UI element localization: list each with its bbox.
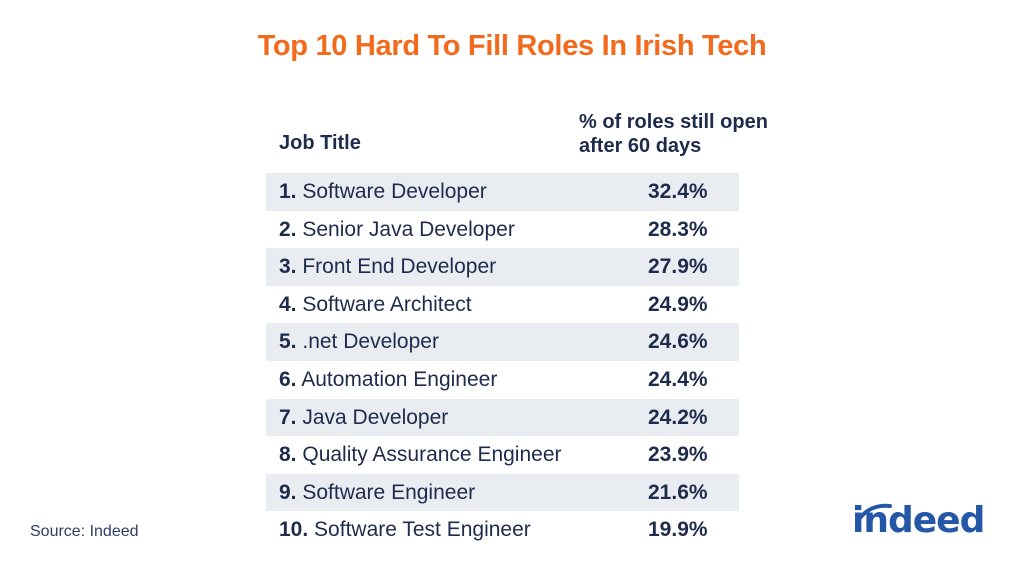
- row-title-text: Software Developer: [302, 180, 487, 203]
- row-percent-value: 27.9%: [648, 255, 708, 279]
- table-row: 1. Software Developer 32.4%: [266, 173, 739, 211]
- row-job-title: 8. Quality Assurance Engineer: [279, 443, 562, 467]
- logo-arc-icon: [858, 503, 892, 520]
- row-percent-value: 32.4%: [648, 180, 708, 203]
- column-header-job-title: Job Title: [279, 132, 361, 154]
- table-row: 9. Software Engineer 21.6%: [266, 473, 739, 512]
- table-row: 6. Automation Engineer 24.4%: [266, 361, 739, 399]
- row-job-title: 4. Software Architect: [279, 293, 472, 317]
- row-job-title: 5. .net Developer: [279, 330, 439, 354]
- row-rank-number: 6.: [279, 367, 297, 391]
- table-row: 10. Software Test Engineer 19.9%: [266, 511, 739, 549]
- table-row: 2. Senior Java Developer 28.3%: [266, 211, 739, 249]
- table-row: 5. .net Developer 24.6%: [266, 323, 739, 361]
- row-rank-number: 9.: [279, 480, 297, 504]
- row-percent-value: 24.2%: [648, 405, 708, 429]
- row-title-text: Software Engineer: [302, 480, 476, 504]
- row-title-text: Software Architect: [302, 292, 472, 316]
- row-job-title: 2. Senior Java Developer: [279, 218, 515, 242]
- row-percent-value: 21.6%: [648, 480, 708, 504]
- row-job-title: 3. Front End Developer: [279, 255, 496, 279]
- table-row: 3. Front End Developer 27.9%: [266, 248, 739, 286]
- row-rank-number: 5.: [279, 330, 297, 354]
- row-percent-value: 24.6%: [648, 330, 708, 354]
- row-title-text: Senior Java Developer: [302, 217, 515, 241]
- row-percent-value: 19.9%: [648, 518, 708, 542]
- table-row: 8. Quality Assurance Engineer 23.9%: [266, 436, 739, 474]
- row-percent-value: 24.4%: [648, 367, 708, 391]
- row-rank-number: 8.: [279, 443, 297, 467]
- column-header-percent-line2: after 60 days: [579, 135, 702, 157]
- row-job-title: 1. Software Developer: [279, 180, 487, 204]
- indeed-logo: indeed: [852, 500, 992, 548]
- table-row: 4. Software Architect 24.9%: [266, 286, 739, 324]
- row-job-title: 10. Software Test Engineer: [279, 518, 531, 542]
- column-header-percent-line1: % of roles still open: [579, 111, 768, 133]
- row-title-text: Quality Assurance Engineer: [302, 443, 562, 467]
- chart-title: Top 10 Hard To Fill Roles In Irish Tech: [257, 30, 767, 62]
- row-rank-number: 4.: [279, 292, 297, 316]
- row-rank-number: 1.: [279, 180, 297, 203]
- row-percent-value: 23.9%: [648, 443, 708, 467]
- row-job-title: 6. Automation Engineer: [279, 368, 497, 392]
- row-rank-number: 10.: [279, 518, 309, 542]
- row-job-title: 9. Software Engineer: [279, 481, 475, 505]
- logo-text: indeed: [852, 500, 985, 541]
- row-percent-value: 28.3%: [648, 217, 708, 241]
- row-percent-value: 24.9%: [648, 292, 708, 316]
- table-row: 7. Java Developer 24.2%: [266, 398, 739, 437]
- row-title-text: Java Developer: [302, 405, 449, 429]
- row-rank-number: 2.: [279, 217, 297, 241]
- row-title-text: Automation Engineer: [301, 367, 498, 391]
- row-rank-number: 7.: [279, 405, 297, 429]
- row-title-text: Front End Developer: [302, 255, 497, 279]
- row-title-text: .net Developer: [302, 330, 439, 354]
- row-title-text: Software Test Engineer: [314, 518, 531, 542]
- row-rank-number: 3.: [279, 255, 297, 279]
- column-header-percent-open: % of roles still open after 60 days: [579, 110, 768, 158]
- source-note: Source: Indeed: [30, 523, 139, 540]
- roles-table: 1. Software Developer 32.4% 2. Senior Java…: [266, 173, 739, 549]
- row-job-title: 7. Java Developer: [279, 406, 448, 430]
